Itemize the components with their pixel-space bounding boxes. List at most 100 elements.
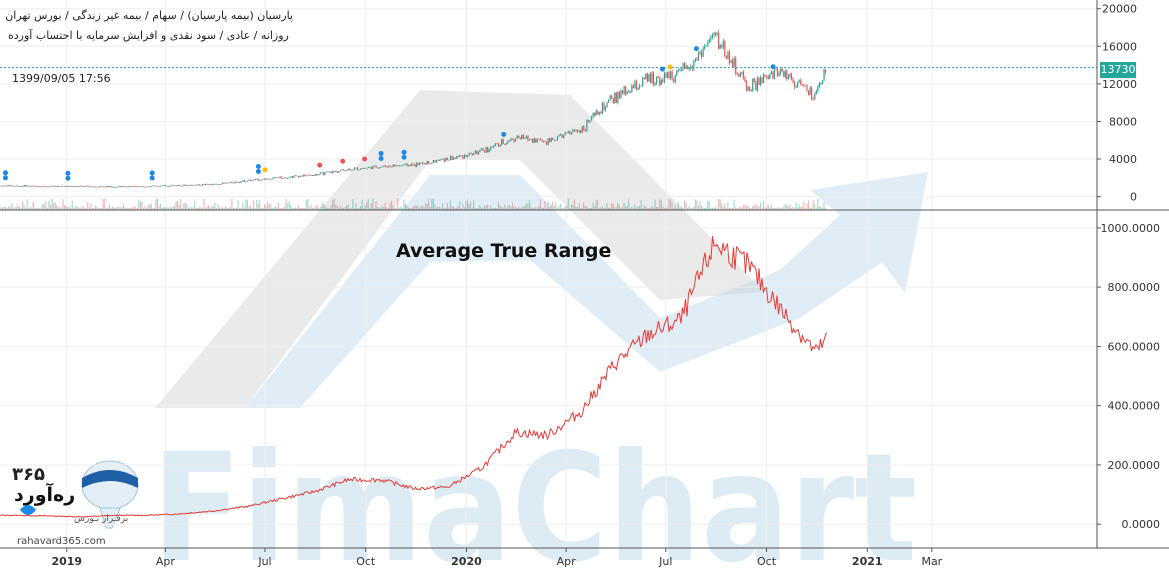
volume-bar — [488, 207, 490, 210]
event-marker-icon — [2, 175, 8, 181]
volume-bar — [515, 207, 517, 210]
atr-tick-label: 400.0000 — [1108, 400, 1161, 413]
candle-body — [643, 78, 645, 80]
candle-body — [74, 186, 76, 187]
candle-body — [721, 45, 723, 47]
candle-body — [116, 186, 118, 188]
volume-bar — [792, 207, 794, 210]
candle-body — [519, 138, 521, 140]
candle-body — [614, 92, 616, 104]
volume-bar — [473, 200, 475, 210]
price-tick-label: 20000 — [1102, 3, 1137, 16]
volume-bar — [563, 207, 565, 210]
volume-bar — [459, 201, 461, 210]
time-tick-label: 2019 — [51, 555, 82, 568]
volume-bar — [578, 203, 580, 210]
candle-body — [649, 74, 652, 83]
candle-body — [513, 139, 515, 142]
candle-body — [409, 164, 411, 166]
watermark-arrow-blue — [245, 172, 928, 408]
volume-bar — [663, 207, 665, 210]
volume-bar — [296, 207, 298, 210]
candle-body — [597, 110, 599, 115]
volume-bar — [639, 206, 641, 210]
volume-bar — [48, 200, 50, 210]
candle-body — [818, 83, 820, 87]
volume-bar — [741, 207, 743, 210]
volume-bar — [26, 199, 28, 210]
volume-bar — [333, 198, 335, 210]
candle-body — [480, 148, 483, 150]
candle-body — [222, 182, 224, 185]
candle-body — [504, 143, 506, 145]
volume-bar — [282, 208, 284, 210]
volume-bar — [118, 206, 120, 210]
candle-body — [730, 60, 732, 63]
volume-bar — [279, 207, 281, 210]
volume-bar — [556, 207, 558, 210]
volume-bar — [794, 207, 796, 210]
volume-bar — [387, 207, 389, 210]
volume-bar — [65, 205, 67, 210]
volume-bar — [319, 206, 321, 210]
volume-bar — [683, 200, 686, 210]
time-tick-label: Jul — [658, 555, 672, 568]
candle-body — [656, 76, 658, 84]
candle-body — [223, 182, 225, 184]
volume-bar — [586, 206, 588, 210]
event-marker-icon — [378, 156, 384, 162]
candle-body — [369, 166, 371, 168]
candle-body — [299, 175, 301, 178]
candle-body — [577, 130, 579, 132]
candle-body — [642, 78, 644, 86]
candle-body — [280, 176, 283, 179]
candle-body — [332, 171, 334, 174]
volume-bar — [249, 205, 252, 210]
candle-body — [741, 72, 743, 74]
candle-body — [46, 186, 49, 188]
volume-bar — [755, 204, 757, 210]
candle-body — [327, 171, 329, 173]
candle-body — [789, 74, 791, 77]
volume-bar — [679, 207, 681, 210]
volume-bar — [352, 199, 354, 210]
candle-body — [600, 111, 602, 114]
volume-bar — [769, 207, 771, 210]
candle-body — [701, 52, 703, 57]
watermark-text: FimaChart — [152, 422, 917, 574]
candle-body — [169, 185, 171, 187]
volume-bar — [477, 207, 479, 210]
volume-bar — [265, 205, 267, 210]
candle-body — [298, 176, 300, 178]
volume-bar — [161, 207, 163, 210]
candle-body — [608, 100, 610, 103]
candle-body — [510, 138, 512, 141]
candle-body — [191, 184, 193, 186]
candle-body — [665, 73, 667, 78]
candle-body — [823, 69, 825, 81]
candle-body — [71, 186, 73, 187]
candle-body — [189, 184, 191, 186]
volume-bar — [146, 207, 148, 210]
volume-bar — [487, 204, 489, 210]
candle-body — [773, 69, 776, 79]
volume-bar — [749, 207, 751, 210]
candle-body — [107, 186, 109, 188]
volume-bar — [496, 207, 498, 210]
candle-body — [756, 78, 758, 91]
candle-body — [728, 52, 731, 63]
volume-bar — [342, 207, 345, 210]
candle-body — [795, 86, 797, 88]
candle-body — [158, 185, 160, 187]
candle-body — [76, 186, 78, 187]
candle-body — [341, 169, 343, 171]
volume-bar — [20, 207, 22, 210]
volume-bar — [502, 207, 504, 210]
candle-body — [285, 177, 287, 179]
candle-body — [693, 60, 695, 69]
candle-body — [389, 165, 391, 167]
candle-body — [784, 71, 786, 77]
candle-body — [442, 158, 444, 160]
volume-bar — [164, 207, 166, 210]
